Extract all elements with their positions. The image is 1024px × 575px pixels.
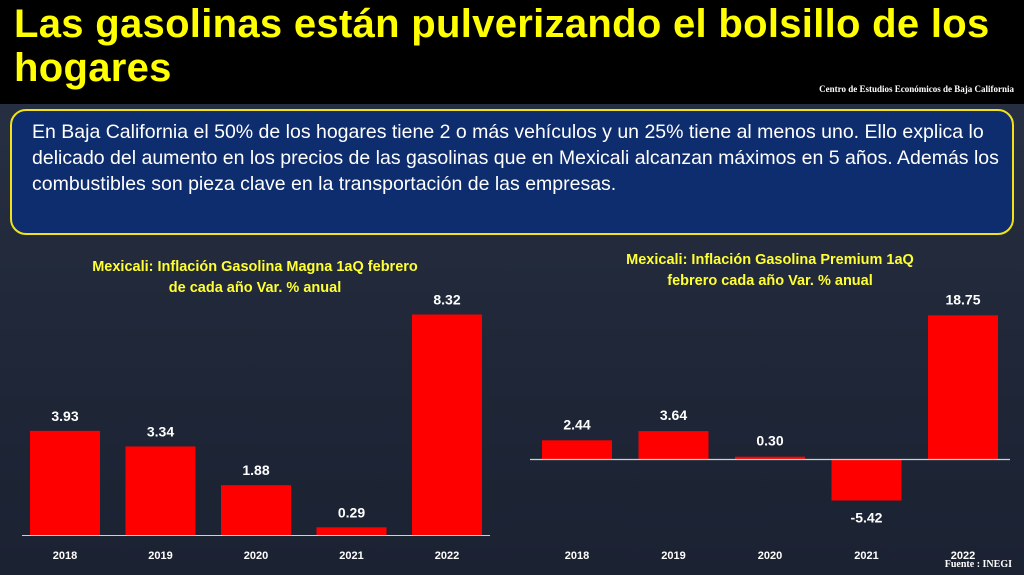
chart-magna-title: Mexicali: Inflación Gasolina Magna 1aQ f…: [40, 257, 470, 299]
chart-premium-title-line2: febrero cada año Var. % anual: [667, 273, 873, 289]
chart-premium-title-line1: Mexicali: Inflación Gasolina Premium 1aQ: [626, 252, 914, 268]
magna-value-label-2018: 3.93: [51, 408, 78, 424]
magna-bar-2022: [412, 314, 482, 535]
slide-title: Las gasolinas están pulverizando el bols…: [14, 2, 990, 90]
magna-value-label-2021: 0.29: [338, 504, 365, 520]
premium-value-label-2019: 3.64: [660, 407, 687, 423]
chart-magna-title-line2: de cada año Var. % anual: [168, 280, 342, 296]
premium-category-label-2020: 2020: [758, 550, 782, 562]
magna-bar-2021: [316, 527, 387, 535]
premium-value-label-2020: 0.30: [756, 433, 783, 449]
magna-category-label-2018: 2018: [53, 550, 77, 562]
premium-bar-2021: [831, 459, 902, 501]
source-credit-bottom: Fuente : INEGI: [944, 559, 1012, 570]
premium-category-label-2019: 2019: [661, 550, 685, 562]
chart-premium-title: Mexicali: Inflación Gasolina Premium 1aQ…: [550, 250, 990, 292]
premium-category-label-2022: 2022: [951, 550, 975, 562]
premium-category-label-2018: 2018: [565, 550, 589, 562]
premium-bar-2022: [928, 315, 998, 459]
premium-bar-2019: [638, 431, 709, 459]
summary-box: En Baja California el 50% de los hogares…: [10, 109, 1014, 235]
premium-value-label-2021: -5.42: [851, 510, 883, 526]
magna-category-label-2021: 2021: [339, 550, 363, 562]
premium-value-label-2018: 2.44: [563, 416, 590, 432]
chart-premium: 2.44 2018 3.64 2019 0.30 2020 -5.42 2021 18.75 20…: [530, 291, 1010, 562]
magna-category-label-2022: 2022: [435, 550, 459, 562]
magna-bar-2020: [221, 485, 291, 535]
magna-category-label-2019: 2019: [148, 550, 172, 562]
magna-category-label-2020: 2020: [244, 550, 268, 562]
magna-bar-2018: [30, 430, 100, 535]
premium-category-label-2021: 2021: [854, 550, 878, 562]
premium-value-label-2022: 18.75: [945, 291, 980, 307]
summary-text: En Baja California el 50% de los hogares…: [32, 121, 999, 195]
magna-value-label-2019: 3.34: [147, 423, 174, 439]
magna-value-label-2022: 8.32: [433, 292, 460, 308]
magna-value-label-2020: 1.88: [242, 462, 269, 478]
magna-bar-2019: [125, 446, 196, 535]
chart-magna-title-line1: Mexicali: Inflación Gasolina Magna 1aQ f…: [92, 259, 418, 275]
premium-bar-2020: [735, 456, 805, 459]
slide-header: [0, 0, 1024, 104]
premium-bar-2018: [542, 440, 612, 459]
source-credit-top: Centro de Estudios Económicos de Baja Ca…: [819, 84, 1014, 94]
chart-magna: 3.93 2018 3.34 2019 1.88 2020 0.29 2021 8.32 2022: [22, 292, 490, 562]
